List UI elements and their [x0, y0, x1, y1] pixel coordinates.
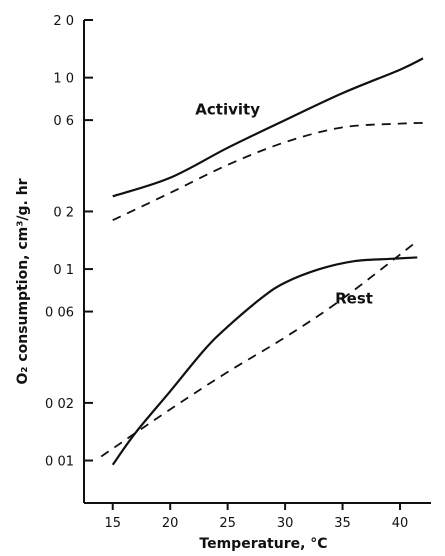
y-tick-label: 1 0 [53, 72, 74, 87]
y-tick-label: 0 1 [53, 263, 74, 278]
y-tick-label: 0 06 [45, 306, 74, 321]
y-tick-label: 2 0 [53, 14, 74, 29]
x-tick-label: 40 [392, 516, 409, 531]
series-layer [100, 57, 424, 466]
y-tick-label: 0 6 [53, 114, 74, 129]
activity-dashed-line [112, 122, 424, 222]
activity-solid-line [112, 57, 424, 198]
annotation-rest: Rest [335, 290, 373, 308]
y-axis-title: O₂ consumption, cm³/g. hr [15, 178, 31, 384]
y-tick-label: 0 01 [45, 455, 74, 470]
x-tick-label: 20 [162, 516, 179, 531]
x-tick-label: 15 [104, 516, 121, 531]
y-tick-label: 0 2 [53, 205, 74, 220]
rest-solid-line [111, 256, 418, 466]
x-tick-label: 35 [334, 516, 351, 531]
x-axis-title: Temperature, °C [199, 536, 327, 552]
annotation-activity: Activity [195, 101, 260, 119]
x-ticks: 15 20 25 30 35 40 [104, 503, 408, 531]
y-tick-label: 0 02 [45, 397, 74, 412]
x-tick-label: 30 [277, 516, 294, 531]
rest-dashed-line [100, 240, 418, 458]
x-tick-label: 25 [219, 516, 236, 531]
axes [83, 20, 431, 504]
annotations: Activity Rest [195, 101, 373, 308]
y-ticks: 0 01 0 02 0 06 0 1 0 2 0 6 1 0 2 0 [45, 14, 93, 470]
